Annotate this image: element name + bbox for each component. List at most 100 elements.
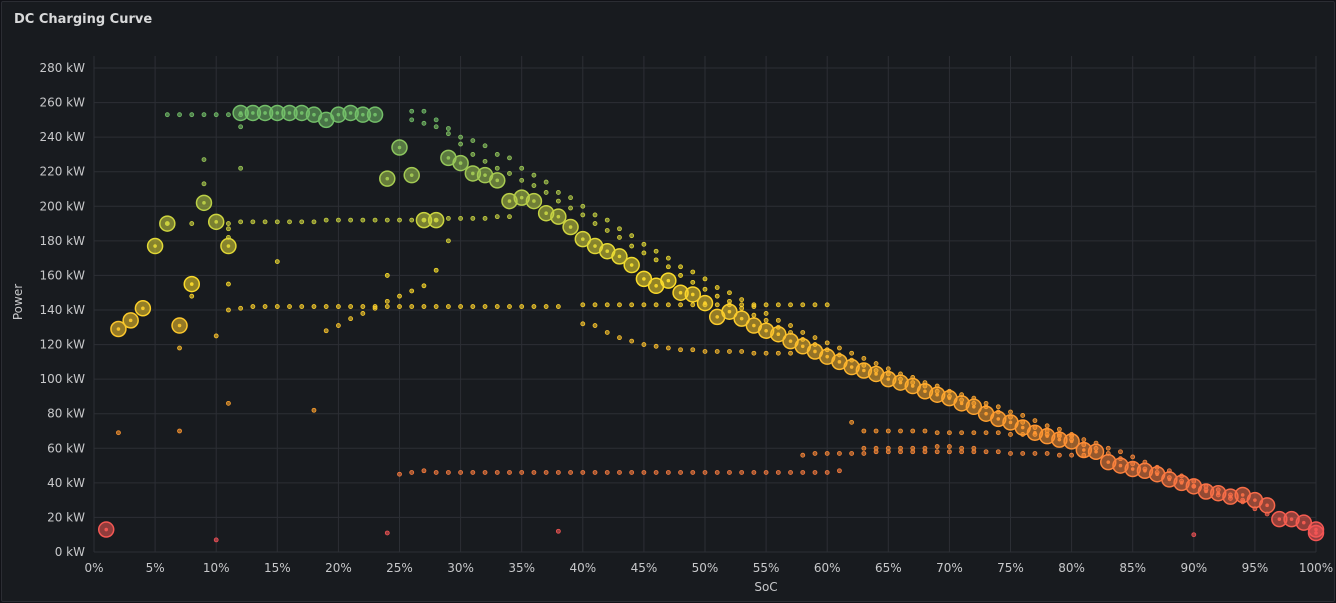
- data-point-small: [775, 302, 781, 308]
- data-point-small: [360, 217, 366, 223]
- data-point-small: [959, 445, 965, 451]
- data-point-core: [1118, 463, 1123, 468]
- data-point-small: [617, 335, 622, 341]
- data-point-small: [580, 212, 586, 218]
- data-point-core: [251, 111, 255, 115]
- data-point-small: [837, 451, 842, 456]
- data-point-small: [445, 126, 451, 131]
- data-point-core: [1240, 493, 1245, 497]
- y-tick-label: 240 kW: [39, 130, 85, 144]
- data-point-core: [1314, 531, 1318, 535]
- data-point-small: [702, 286, 708, 292]
- data-point-small: [555, 198, 561, 204]
- data-point-small: [1081, 437, 1087, 443]
- data-point-small: [714, 470, 720, 475]
- data-point-small: [409, 217, 415, 223]
- data-point-core: [568, 225, 573, 229]
- data-point-core: [1130, 467, 1135, 471]
- data-point-small: [800, 470, 806, 475]
- data-point-core: [752, 323, 756, 328]
- data-point-small: [226, 307, 231, 313]
- data-point-small: [421, 108, 427, 114]
- data-point-small: [409, 288, 415, 294]
- data-point-core: [690, 292, 695, 297]
- x-tick-label: 5%: [146, 561, 165, 575]
- data-point-small: [287, 304, 292, 309]
- data-point-core: [361, 112, 365, 117]
- data-point-small: [262, 304, 268, 309]
- data-point-core: [825, 354, 829, 359]
- x-axis: 0% 5% 10% 15% 20% 25% 30% 35% 40% 45% 50% 55% 60% 65%…: [84, 561, 1333, 575]
- y-tick-label: 280 kW: [39, 61, 85, 75]
- data-point-small: [812, 451, 818, 456]
- data-point-core: [764, 328, 768, 333]
- data-point-core: [532, 199, 536, 203]
- x-tick-label: 20%: [325, 561, 352, 575]
- data-point-small: [678, 470, 683, 475]
- data-point-small: [445, 131, 451, 137]
- y-tick-label: 20 kW: [47, 510, 85, 524]
- data-point-small: [641, 241, 647, 247]
- y-tick-label: 60 kW: [47, 441, 85, 455]
- data-point-small: [775, 350, 781, 356]
- data-point-small: [494, 214, 500, 220]
- data-point-small: [226, 226, 231, 232]
- data-point-core: [1057, 437, 1062, 442]
- data-point-core: [788, 339, 793, 343]
- data-point-small: [226, 281, 231, 287]
- data-point-small: [494, 470, 500, 475]
- data-point-small: [482, 304, 488, 309]
- data-point-core: [458, 161, 463, 165]
- data-point-small: [409, 108, 415, 114]
- data-point-small: [885, 445, 891, 451]
- data-point-core: [1192, 484, 1196, 489]
- data-point-small: [1069, 452, 1074, 458]
- data-point-small: [482, 470, 488, 475]
- data-point-small: [1130, 454, 1136, 460]
- panel-title: DC Charging Curve: [14, 12, 153, 27]
- data-point-small: [543, 179, 549, 185]
- data-point-small: [763, 470, 769, 475]
- data-point-core: [813, 349, 817, 354]
- x-tick-label: 90%: [1180, 561, 1207, 575]
- data-point-small: [739, 305, 745, 311]
- data-point-small: [629, 233, 635, 239]
- data-point-small: [641, 470, 647, 475]
- data-point-small: [861, 445, 867, 451]
- data-point-core: [1045, 434, 1049, 438]
- data-point-small: [299, 219, 305, 225]
- data-point-small: [861, 355, 867, 361]
- data-point-small: [1008, 432, 1013, 437]
- data-point-core: [581, 237, 585, 241]
- data-point-small: [629, 243, 635, 249]
- data-point-core: [312, 112, 316, 117]
- data-point-small: [690, 302, 696, 308]
- data-point-small: [763, 317, 769, 323]
- data-point-core: [177, 323, 182, 328]
- data-point-small: [580, 203, 586, 209]
- data-point-small: [971, 430, 977, 436]
- data-point-small: [458, 134, 464, 140]
- data-point-core: [654, 284, 658, 288]
- data-point-small: [947, 444, 952, 449]
- data-point-core: [715, 315, 720, 319]
- data-point-small: [458, 141, 464, 147]
- data-point-small: [421, 304, 427, 309]
- data-point-small: [763, 350, 769, 356]
- data-point-small: [445, 470, 451, 475]
- data-point-small: [372, 305, 378, 311]
- data-point-small: [531, 172, 537, 178]
- data-point-small: [934, 444, 940, 449]
- data-point-small: [714, 302, 720, 308]
- data-point-small: [678, 273, 683, 278]
- data-point-small: [641, 342, 647, 347]
- data-point-small: [592, 221, 598, 226]
- data-point-small: [360, 311, 366, 316]
- data-point-core: [1143, 468, 1147, 473]
- data-point-small: [934, 430, 940, 436]
- data-point-small: [592, 470, 598, 475]
- data-point-small: [299, 304, 305, 309]
- x-tick-label: 65%: [875, 561, 902, 575]
- data-point-small: [788, 350, 793, 356]
